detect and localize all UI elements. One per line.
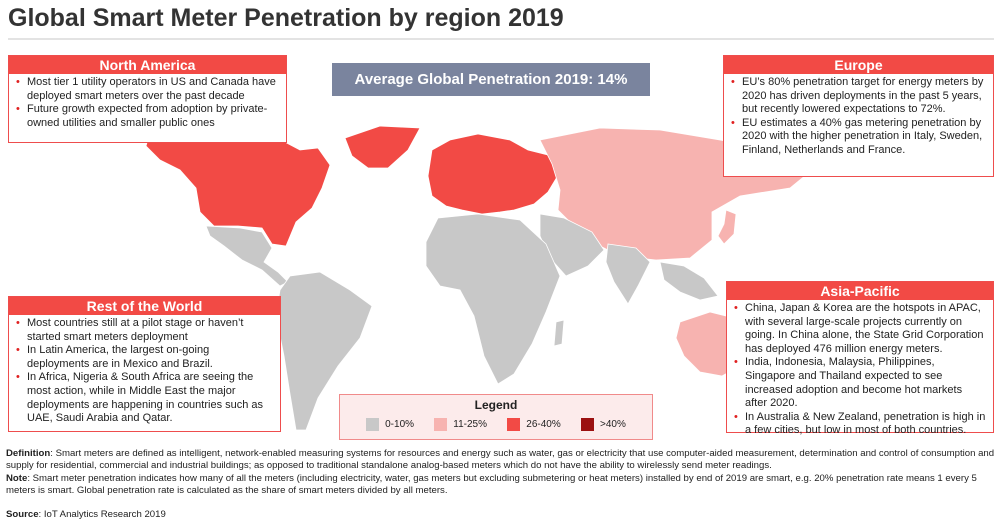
panel-heading: Rest of the World [9, 297, 280, 315]
bullet-list: EU’s 80% penetration target for energy m… [724, 74, 993, 158]
map-europe [427, 133, 561, 215]
map-greenland [344, 125, 421, 169]
bullet-list: Most tier 1 utility operators in US and … [9, 74, 286, 130]
legend-label: 11-25% [453, 419, 488, 430]
legend-items: 0-10% 11-25% 26-40% >40% [340, 418, 652, 431]
legend-item: 0-10% [366, 418, 414, 431]
title-divider [8, 38, 994, 40]
bullet: In Australia & New Zealand, penetration … [734, 411, 987, 438]
bullet: In Latin America, the largest on-going d… [16, 344, 274, 371]
note-body: : Smart meter penetration indicates how … [6, 473, 977, 497]
panel-europe: Europe EU’s 80% penetration target for e… [723, 55, 994, 177]
bullet-list: Most countries still at a pilot stage or… [9, 315, 280, 426]
source-text: Source: IoT Analytics Research 2019 [6, 509, 996, 521]
bullet: Most countries still at a pilot stage or… [16, 317, 274, 344]
legend-item: >40% [580, 418, 626, 431]
bullet: China, Japan & Korea are the hotspots in… [734, 302, 987, 356]
map-madagascar [553, 319, 565, 347]
bullet-list: China, Japan & Korea are the hotspots in… [727, 300, 993, 438]
legend-swatch [434, 418, 448, 431]
legend-item: 26-40% [507, 418, 561, 431]
definition-label: Definition [6, 448, 51, 459]
note-text: Note: Smart meter penetration indicates … [6, 473, 996, 497]
bullet: India, Indonesia, Malaysia, Philippines,… [734, 356, 987, 410]
source-label: Source [6, 509, 39, 520]
legend-swatch [366, 418, 380, 431]
map-legend: Legend 0-10% 11-25% 26-40% >40% [339, 394, 653, 440]
average-penetration-banner: Average Global Penetration 2019: 14% [332, 63, 650, 96]
source-body: : IoT Analytics Research 2019 [38, 509, 166, 520]
definition-text: Definition: Smart meters are defined as … [6, 448, 996, 472]
legend-title: Legend [474, 398, 518, 412]
map-north-america [145, 127, 331, 247]
legend-item: 11-25% [434, 418, 487, 431]
bullet: Most tier 1 utility operators in US and … [16, 76, 280, 103]
page-title: Global Smart Meter Penetration by region… [8, 4, 564, 32]
legend-swatch [507, 418, 521, 431]
legend-swatch [580, 418, 594, 431]
bullet: EU estimates a 40% gas metering penetrat… [731, 117, 987, 158]
map-japan [717, 209, 737, 245]
map-southeast-asia [659, 261, 719, 301]
panel-heading: Europe [724, 56, 993, 74]
panel-heading: Asia-Pacific [727, 282, 993, 300]
map-africa [425, 213, 561, 385]
legend-label: 26-40% [526, 419, 561, 430]
bullet: EU’s 80% penetration target for energy m… [731, 76, 987, 117]
legend-label: >40% [599, 419, 626, 430]
map-india [605, 243, 651, 305]
legend-label: 0-10% [385, 419, 415, 430]
bullet: Future growth expected from adoption by … [16, 103, 280, 130]
bullet: In Africa, Nigeria & South Africa are se… [16, 371, 274, 425]
note-label: Note [6, 473, 28, 484]
panel-heading: North America [9, 56, 286, 74]
definition-body: : Smart meters are defined as intelligen… [6, 448, 995, 472]
panel-rest-of-world: Rest of the World Most countries still a… [8, 296, 281, 432]
panel-north-america: North America Most tier 1 utility operat… [8, 55, 287, 143]
panel-asia-pacific: Asia-Pacific China, Japan & Korea are th… [726, 281, 994, 436]
